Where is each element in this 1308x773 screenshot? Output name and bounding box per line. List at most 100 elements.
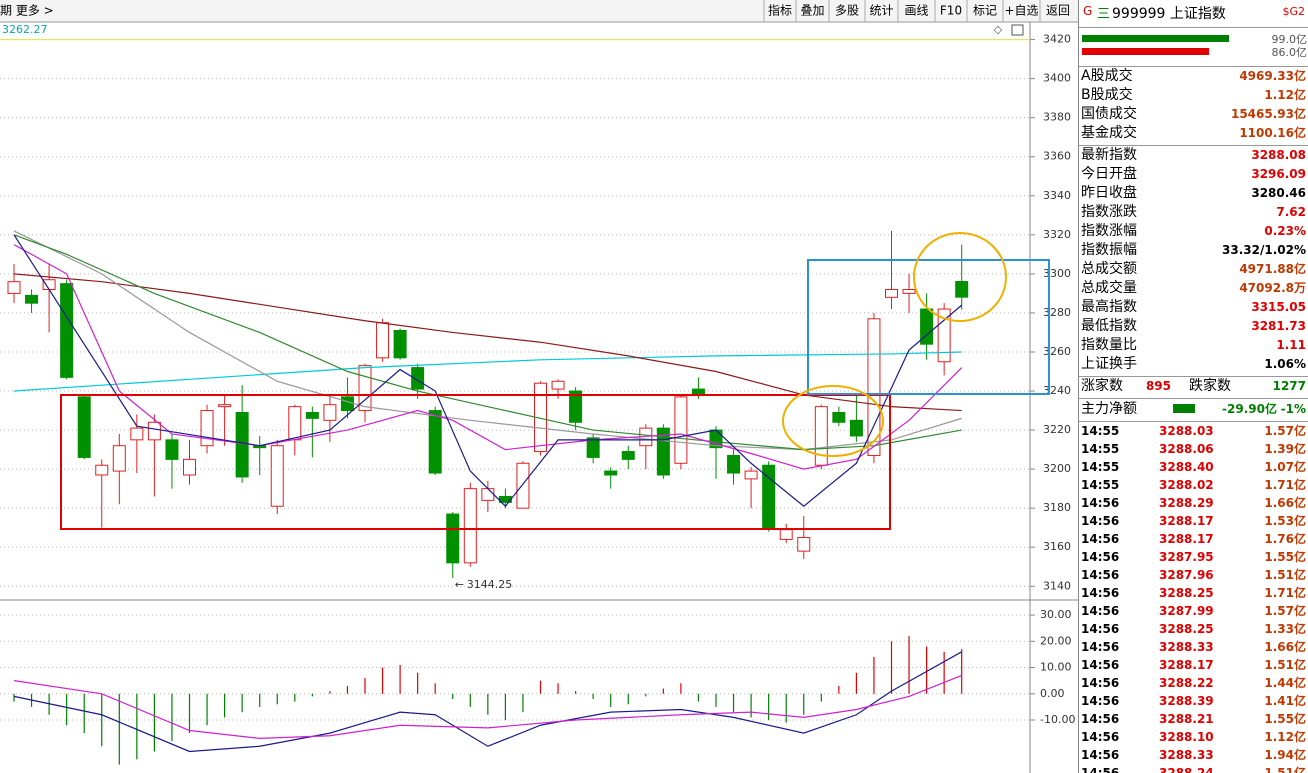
toolbar-button[interactable]: 多股	[835, 4, 859, 18]
info-label: 指数涨跌	[1081, 204, 1137, 220]
tick-price: 3288.40	[1159, 460, 1214, 474]
icon-diamond[interactable]: ◇	[994, 23, 1003, 36]
info-value: 7.62	[1276, 205, 1306, 219]
tick-row: 14:56 3288.24 1.51亿	[1079, 764, 1307, 773]
candle-body	[902, 288, 916, 294]
volume-bar	[1082, 48, 1210, 55]
tick-amount: 1.53亿	[1264, 514, 1306, 528]
ma-line	[13, 244, 963, 470]
tick-price: 3288.17	[1159, 658, 1214, 672]
candle-body	[42, 279, 56, 290]
info-label: 指数涨幅	[1081, 223, 1137, 239]
info-row: 指数涨幅 0.23%	[1079, 222, 1307, 241]
y-tick-label: 3180	[1043, 501, 1071, 514]
tick-price: 3288.17	[1159, 514, 1214, 528]
tick-amount: 1.51亿	[1264, 658, 1306, 672]
info-label: 总成交量	[1081, 280, 1137, 296]
tick-amount: 1.55亿	[1264, 712, 1306, 726]
tick-row: 14:56 3288.39 1.41亿	[1079, 692, 1307, 710]
kline-chart: 期 更多 > ◇ 指标 叠加 多股 统计 画线 F10 标记 +自选 返回 3262.27 3420…	[0, 0, 1078, 773]
info-row: 指数量比 1.11	[1079, 336, 1307, 355]
toolbar-button[interactable]: 叠加	[800, 4, 824, 18]
toolbar-button[interactable]: 返回	[1046, 4, 1070, 18]
tick-price: 3288.24	[1159, 766, 1214, 773]
candle-body	[744, 470, 758, 480]
tick-time: 14:56	[1081, 514, 1120, 528]
info-value: 1.11	[1276, 338, 1306, 352]
candle-body	[112, 445, 126, 472]
tick-row: 14:56 3288.25 1.33亿	[1079, 620, 1307, 638]
candle-body	[867, 318, 881, 456]
tick-amount: 1.39亿	[1264, 442, 1306, 456]
candle-body	[832, 412, 846, 423]
sep	[1079, 27, 1308, 28]
tick-amount: 1.41亿	[1264, 694, 1306, 708]
toolbar-button[interactable]: 统计	[869, 4, 893, 18]
icon-box[interactable]	[1011, 24, 1024, 36]
tick-price: 3287.99	[1159, 604, 1214, 618]
toolbar-button[interactable]: +自选	[1004, 4, 1038, 18]
candle-body	[60, 283, 74, 378]
sep	[1079, 398, 1308, 399]
toolbar-button[interactable]: 标记	[973, 4, 997, 18]
marker: G	[1083, 4, 1093, 18]
candle-body	[270, 445, 284, 507]
tick-price: 3288.29	[1159, 496, 1214, 510]
toolbar-button[interactable]: F10	[940, 4, 962, 18]
toolbar-button[interactable]: 指标	[768, 3, 792, 18]
tick-row: 14:56 3288.25 1.71亿	[1079, 584, 1307, 602]
info-row: 最高指数 3315.05	[1079, 298, 1307, 317]
tick-row: 14:56 3287.96 1.51亿	[1079, 566, 1307, 584]
tick-row: 14:56 3288.17 1.53亿	[1079, 512, 1307, 530]
tick-row: 14:55 3288.40 1.07亿	[1079, 458, 1307, 476]
candle-body	[147, 421, 161, 441]
tick-row: 14:56 3288.17 1.51亿	[1079, 656, 1307, 674]
y-tick-label: 3260	[1043, 345, 1071, 358]
info-value: 3288.08	[1251, 148, 1306, 162]
toolbar-left[interactable]: 期 更多 >	[0, 4, 54, 18]
tag: $G2	[1282, 5, 1305, 18]
tick-amount: 1.07亿	[1264, 460, 1306, 474]
macd-line	[13, 674, 962, 739]
tick-price: 3288.22	[1159, 676, 1214, 690]
ma-line	[13, 234, 963, 508]
macd-line	[13, 651, 962, 753]
info-value: 3281.73	[1251, 319, 1306, 333]
y-tick-label: 3320	[1043, 228, 1071, 241]
low-label: 3144.25	[467, 578, 513, 591]
candle-body	[674, 396, 688, 464]
tick-row: 14:55 3288.06 1.39亿	[1079, 440, 1307, 458]
tick-time: 14:56	[1081, 694, 1120, 708]
tick-amount: 1.51亿	[1264, 766, 1306, 773]
info-label: B股成交	[1081, 87, 1133, 103]
candle-body	[621, 451, 635, 460]
y-tick-label: 20.00	[1040, 634, 1072, 647]
info-row: 最新指数 3288.08	[1079, 146, 1307, 165]
candle-body	[7, 281, 21, 294]
tick-amount: 1.33亿	[1264, 622, 1306, 636]
sep	[1079, 421, 1308, 422]
info-row: 昨日收盘 3280.46	[1079, 184, 1307, 203]
tick-time: 14:55	[1081, 478, 1120, 492]
tick-time: 14:56	[1081, 712, 1120, 726]
info-row: 国债成交 15465.93亿	[1079, 105, 1307, 124]
candle-body	[77, 396, 91, 458]
tick-amount: 1.66亿	[1264, 640, 1306, 654]
tick-time: 14:56	[1081, 640, 1120, 654]
candle-body	[200, 410, 214, 447]
info-label: 基金成交	[1081, 125, 1137, 141]
tick-row: 14:56 3288.33 1.94亿	[1079, 746, 1307, 764]
ma-line	[13, 230, 962, 451]
info-value: 3315.05	[1251, 300, 1306, 314]
y-tick-label: 0.00	[1040, 687, 1065, 700]
info-row: 指数涨跌 7.62	[1079, 203, 1307, 222]
tick-row: 14:56 3287.99 1.57亿	[1079, 602, 1307, 620]
y-tick-label: 3160	[1043, 540, 1071, 553]
tick-row: 14:56 3288.21 1.55亿	[1079, 710, 1307, 728]
sep	[1079, 145, 1308, 146]
toolbar-button[interactable]: 画线	[904, 4, 928, 18]
tick-price: 3288.06	[1159, 442, 1214, 456]
flow-row: 主力净额 -29.90亿 -1%	[1079, 400, 1307, 419]
candle-body	[586, 437, 600, 458]
tick-amount: 1.71亿	[1264, 478, 1306, 492]
